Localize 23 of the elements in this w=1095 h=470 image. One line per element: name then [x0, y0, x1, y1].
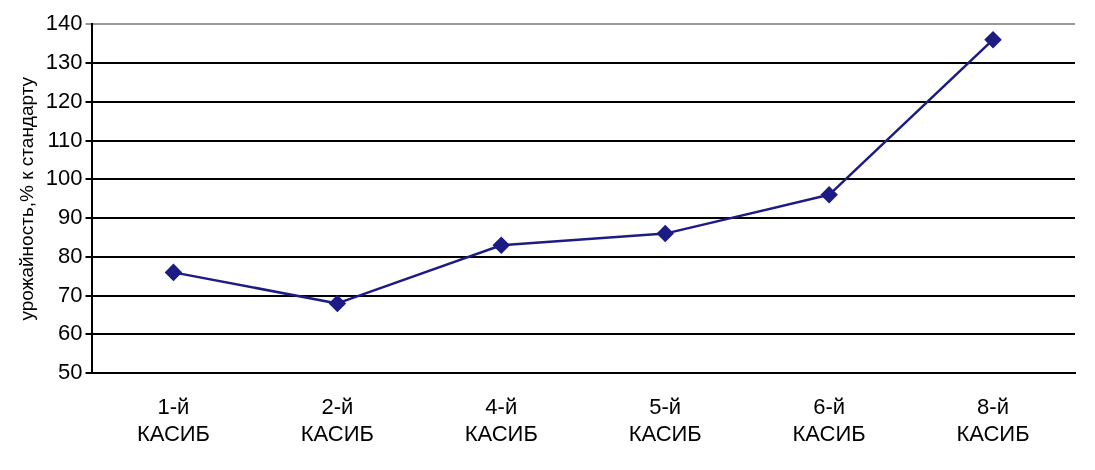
point [329, 295, 346, 312]
y-tick-label: 140 [45, 10, 83, 36]
y-tick-label: 70 [58, 281, 83, 307]
y-tick-label: 100 [45, 165, 83, 191]
y-tick-label: 80 [58, 242, 83, 268]
x-tick-label: 1-й КАСИБ [136, 394, 211, 446]
y-tick-label: 50 [58, 359, 83, 385]
y-tick-label: 110 [47, 126, 83, 152]
point [984, 31, 1002, 48]
x-tick-label: 4-й КАСИБ [464, 394, 538, 446]
point [656, 225, 674, 242]
x-tick-label: 6-й КАСИБ [792, 394, 866, 446]
y-tick-label: 60 [58, 320, 83, 346]
y-axis-title: урожайность,% к стандарту [15, 76, 37, 321]
x-tick-label: 5-й КАСИБ [628, 394, 702, 446]
point [165, 264, 182, 281]
y-tick-label: 130 [45, 49, 83, 75]
point [820, 186, 838, 204]
y-tick-label: 90 [58, 204, 83, 230]
point [493, 236, 510, 254]
x-tick-label: 2-й КАСИБ [300, 394, 374, 446]
x-tick-label: 8-й КАСИБ [956, 394, 1030, 446]
y-tick-label: 120 [45, 87, 83, 113]
